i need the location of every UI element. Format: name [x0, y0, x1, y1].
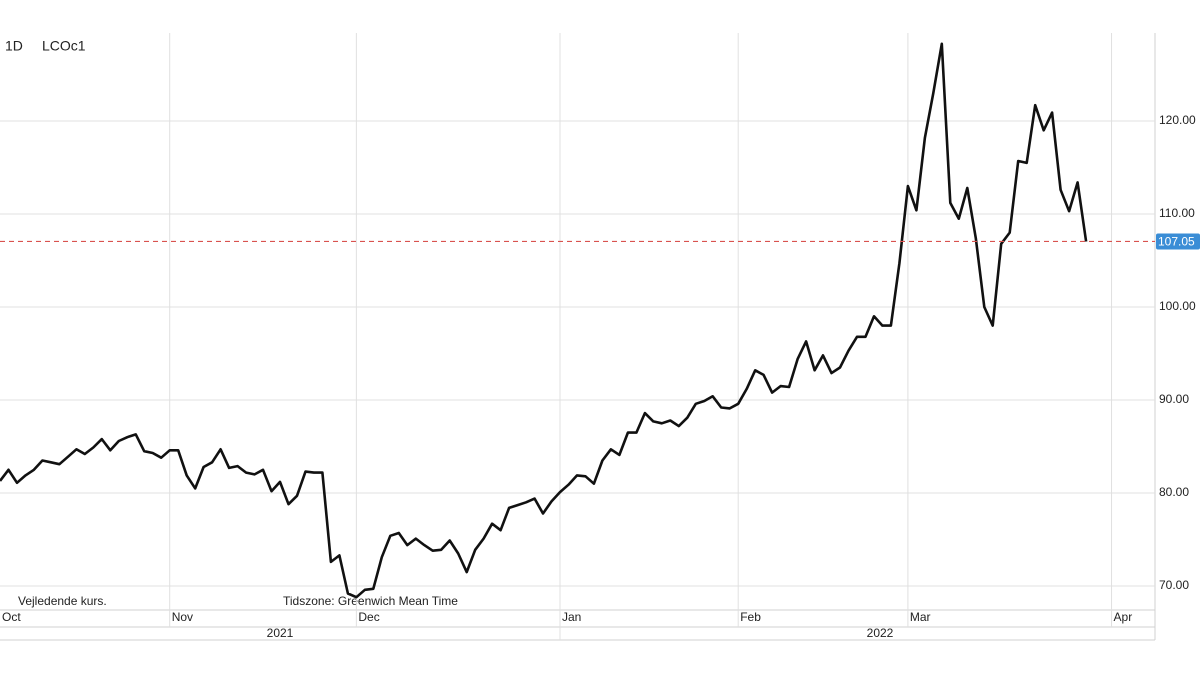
y-tick-label: 120.00: [1159, 113, 1196, 127]
y-tick-label: 100.00: [1159, 299, 1196, 313]
x-tick-label: Dec: [358, 610, 379, 624]
note: Vejledende kurs.: [18, 594, 107, 608]
x-tick-label: Mar: [910, 610, 931, 624]
y-tick-label: 110.00: [1159, 206, 1195, 220]
x-tick-label: Oct: [2, 610, 21, 624]
x-tick-label: Jan: [562, 610, 581, 624]
price-line: [0, 42, 1088, 599]
interval-label: 1D: [5, 38, 23, 54]
y-tick-label: 70.00: [1159, 578, 1189, 592]
x-tick-label: Apr: [1114, 610, 1133, 624]
chart-title: LCOc1: [42, 38, 86, 54]
last-price-box: [1156, 233, 1200, 250]
x-tick-label: Feb: [740, 610, 761, 624]
timezone: Tidszone: Greenwich Mean Time: [283, 594, 458, 608]
grid: [0, 33, 1155, 627]
x-tick-label: Nov: [172, 610, 193, 624]
year-label: 2022: [867, 626, 894, 640]
year-label: 2021: [267, 626, 294, 640]
y-tick-label: 80.00: [1159, 485, 1189, 499]
last-price-label: 107.05: [1158, 235, 1195, 249]
y-tick-label: 90.00: [1159, 392, 1189, 406]
